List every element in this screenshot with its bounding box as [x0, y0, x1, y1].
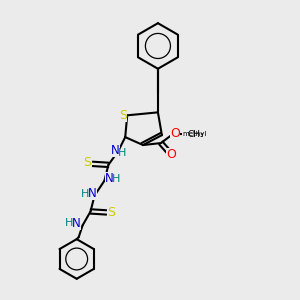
- Text: methyl: methyl: [182, 131, 207, 137]
- Text: H: H: [118, 148, 126, 158]
- Text: H: H: [112, 174, 121, 184]
- Text: N: N: [72, 217, 81, 230]
- Text: H: H: [80, 189, 89, 199]
- Text: O: O: [166, 148, 176, 161]
- Text: N: N: [105, 172, 114, 185]
- Text: CH₃: CH₃: [188, 130, 204, 139]
- Text: S: S: [107, 206, 116, 219]
- Text: S: S: [119, 109, 127, 122]
- Text: N: N: [88, 187, 97, 200]
- Text: N: N: [111, 143, 120, 157]
- Text: O: O: [170, 127, 180, 140]
- Text: H: H: [64, 218, 73, 228]
- Text: S: S: [84, 156, 92, 170]
